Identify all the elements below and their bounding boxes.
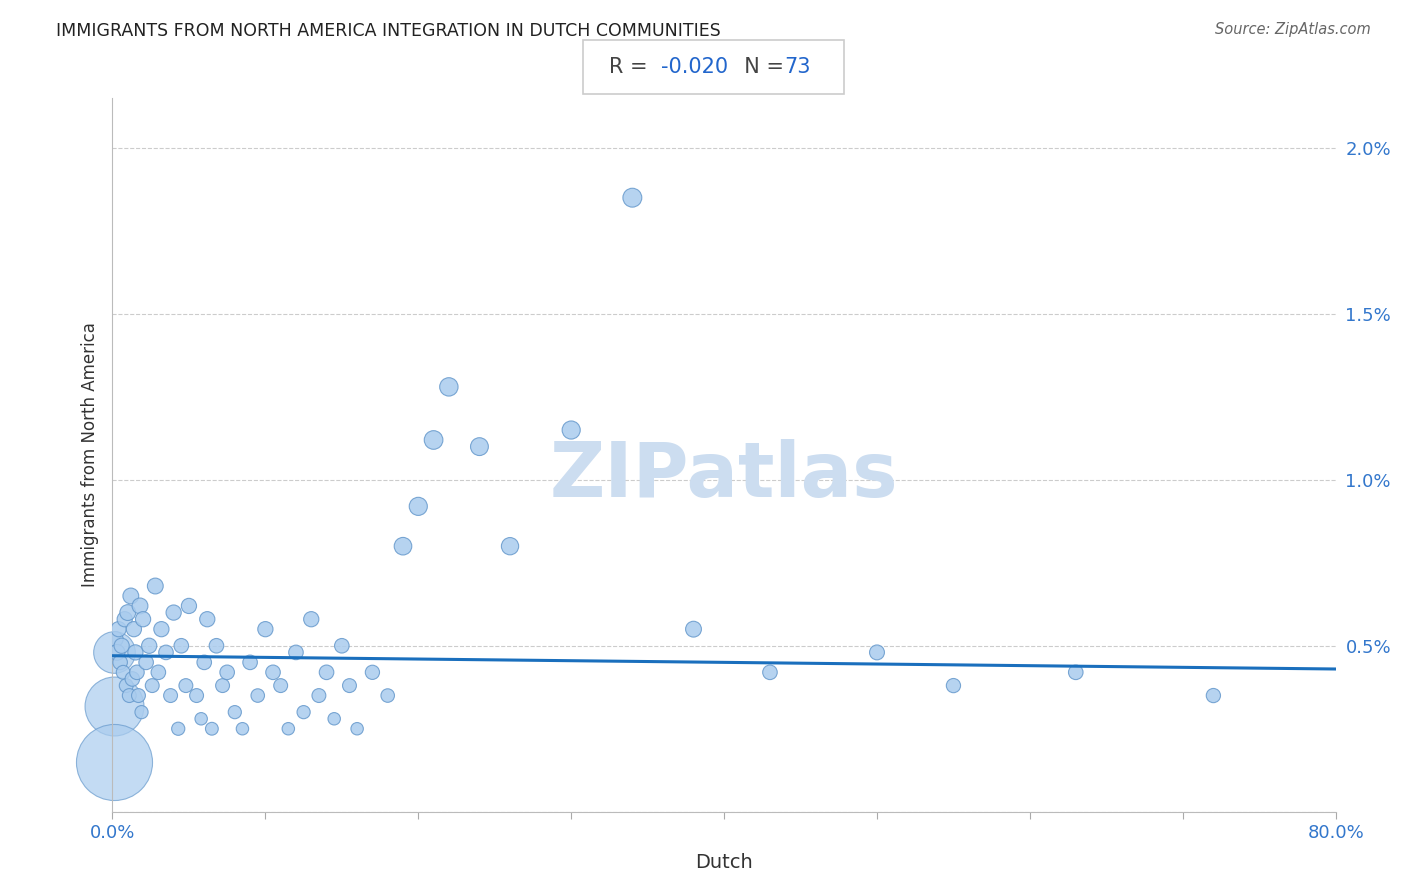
Point (299, 612, 322, 626)
Point (942, 679, 965, 693)
Point (120, 589, 142, 603)
Point (105, 645, 128, 659)
Text: Source: ZipAtlas.com: Source: ZipAtlas.com (1215, 22, 1371, 37)
Point (284, 645, 308, 659)
Point (392, 539, 415, 553)
Point (193, 656, 215, 670)
Point (170, 639, 193, 653)
Point (361, 665, 384, 680)
Text: IMMIGRANTS FROM NORTH AMERICA INTEGRATION IN DUTCH COMMUNITIES: IMMIGRANTS FROM NORTH AMERICA INTEGRATIO… (56, 22, 721, 40)
Point (682, 622, 704, 636)
Text: -0.020: -0.020 (661, 57, 728, 77)
Text: 73: 73 (785, 57, 811, 77)
Point (125, 665, 148, 680)
Point (115, 679, 138, 693)
Point (422, 433, 444, 447)
Point (205, 639, 228, 653)
Point (159, 689, 181, 703)
Text: N =: N = (731, 57, 790, 77)
Point (346, 722, 368, 736)
Point (167, 722, 190, 736)
Point (246, 689, 269, 703)
Point (131, 705, 153, 719)
Point (107, 622, 129, 636)
Point (759, 665, 782, 680)
Point (174, 679, 197, 693)
Point (118, 689, 141, 703)
Text: ZIPatlas: ZIPatlas (550, 440, 898, 513)
Point (866, 645, 889, 659)
Point (468, 440, 491, 454)
Point (141, 679, 163, 693)
Point (190, 712, 212, 726)
Point (377, 689, 399, 703)
Point (1064, 665, 1087, 680)
Point (211, 679, 233, 693)
Point (323, 712, 346, 726)
Point (129, 599, 152, 613)
Point (155, 645, 177, 659)
Point (108, 656, 131, 670)
Point (262, 665, 284, 680)
Point (143, 579, 166, 593)
Point (138, 639, 160, 653)
Point (186, 689, 208, 703)
Point (231, 722, 253, 736)
Point (112, 665, 135, 680)
Point (127, 689, 149, 703)
Point (621, 191, 644, 205)
Point (292, 705, 315, 719)
Point (499, 539, 522, 553)
Point (560, 423, 582, 437)
Point (315, 665, 337, 680)
Point (111, 639, 134, 653)
Point (150, 622, 173, 636)
Point (339, 679, 361, 693)
Point (254, 622, 277, 636)
Point (437, 380, 460, 394)
Point (1202, 689, 1225, 703)
Point (217, 665, 239, 680)
X-axis label: Dutch: Dutch (695, 853, 754, 871)
Text: R =: R = (609, 57, 654, 77)
Point (177, 599, 200, 613)
Point (330, 639, 353, 653)
Y-axis label: Immigrants from North America: Immigrants from North America (80, 323, 98, 587)
Point (124, 645, 146, 659)
Point (103, 755, 125, 769)
Point (408, 500, 430, 514)
Point (308, 689, 330, 703)
Point (163, 606, 186, 620)
Point (114, 612, 136, 626)
Point (103, 698, 125, 713)
Point (148, 665, 170, 680)
Point (270, 679, 292, 693)
Point (195, 612, 218, 626)
Point (103, 645, 125, 659)
Point (122, 622, 145, 636)
Point (117, 606, 139, 620)
Point (121, 672, 143, 686)
Point (277, 722, 299, 736)
Point (135, 656, 157, 670)
Point (224, 705, 246, 719)
Point (201, 722, 224, 736)
Point (104, 632, 127, 647)
Point (132, 612, 155, 626)
Point (239, 656, 262, 670)
